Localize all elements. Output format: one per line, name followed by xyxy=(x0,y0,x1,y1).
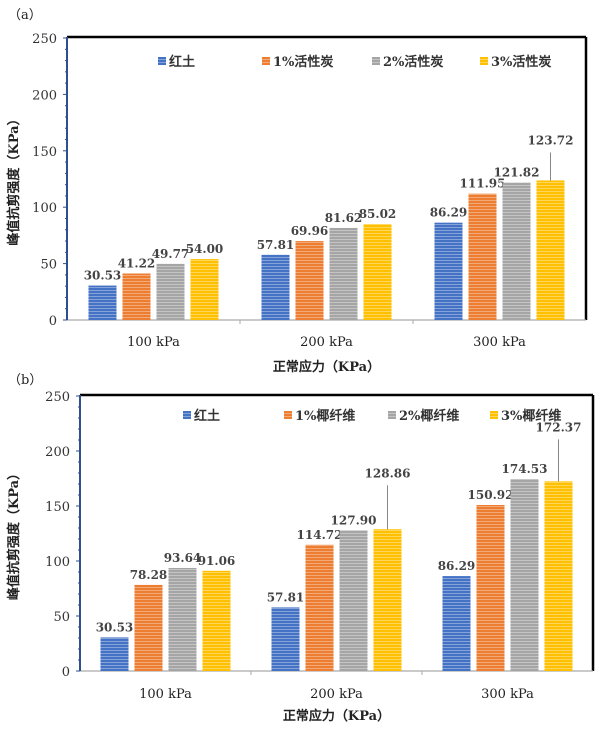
bar-2-2 xyxy=(502,182,531,320)
legend-swatch xyxy=(284,411,292,419)
legend-entry: 3%活性炭 xyxy=(491,54,551,70)
bar-0-0 xyxy=(100,637,129,671)
bar-1-1 xyxy=(295,241,324,320)
data-label: 57.81 xyxy=(267,590,305,604)
data-label: 91.06 xyxy=(198,554,236,568)
y-tick-label: 150 xyxy=(32,145,57,160)
y-tick-label: 100 xyxy=(32,201,57,216)
bar-1-0 xyxy=(134,584,163,671)
data-label: 49.77 xyxy=(152,247,190,261)
bar-1-2 xyxy=(476,504,505,671)
bar-3-1 xyxy=(373,529,402,671)
bar-3-2 xyxy=(536,180,565,320)
legend-swatch xyxy=(490,411,498,419)
y-tick-label: 50 xyxy=(53,610,70,625)
data-label: 111.95 xyxy=(460,177,506,191)
data-label: 114.72 xyxy=(297,528,343,542)
x-tick-label: 200 kPa xyxy=(300,335,353,350)
x-tick-label: 200 kPa xyxy=(310,687,363,702)
data-label: 127.90 xyxy=(331,513,377,527)
legend-entry: 2%活性炭 xyxy=(383,54,443,70)
x-tick-label: 300 kPa xyxy=(473,335,526,350)
legend-swatch xyxy=(388,411,396,419)
bar-2-0 xyxy=(156,263,185,320)
bar-0-2 xyxy=(442,576,471,671)
bar-0-1 xyxy=(271,607,300,671)
legend-entry: 3%椰纤维 xyxy=(501,408,561,424)
x-tick-label: 300 kPa xyxy=(481,687,534,702)
data-label: 81.62 xyxy=(325,211,363,225)
bar-0-0 xyxy=(88,285,117,320)
bar-2-2 xyxy=(510,479,539,671)
x-tick-label: 100 kPa xyxy=(127,335,180,350)
x-tick-label: 100 kPa xyxy=(139,687,192,702)
chart-panel-b: （b） 0 50 100 150 200 250 100 kPa 30.53 78.28 93.64… xyxy=(6,373,595,724)
data-label: 174.53 xyxy=(502,462,548,476)
data-label: 30.53 xyxy=(96,620,134,634)
data-label: 93.64 xyxy=(164,551,202,565)
bar-3-0 xyxy=(190,259,219,320)
data-label: 30.53 xyxy=(84,269,122,283)
panel-label: （b） xyxy=(8,373,42,388)
y-axis-label: 峰值抗剪强度（KPa） xyxy=(6,112,22,245)
legend-entry: 红土 xyxy=(169,54,195,70)
bar-1-0 xyxy=(122,273,151,320)
bar-3-2 xyxy=(544,481,573,671)
data-label: 41.22 xyxy=(118,257,156,271)
bar-3-1 xyxy=(363,224,392,320)
legend-entry: 红土 xyxy=(194,408,220,424)
y-tick-label: 250 xyxy=(32,32,57,47)
data-label: 69.96 xyxy=(291,224,329,238)
legend-swatch xyxy=(183,411,191,419)
data-label: 86.29 xyxy=(430,206,468,220)
legend-entry: 1%活性炭 xyxy=(273,54,333,70)
x-axis-label: 正常应力（KPa） xyxy=(283,708,390,724)
data-label: 57.81 xyxy=(257,238,295,252)
bar-1-2 xyxy=(468,193,497,320)
y-tick-label: 50 xyxy=(40,258,57,273)
data-label: 128.86 xyxy=(365,466,411,480)
bar-2-1 xyxy=(329,227,358,320)
y-tick-label: 100 xyxy=(45,555,70,570)
bar-2-0 xyxy=(168,567,197,671)
legend-swatch xyxy=(262,57,270,65)
y-axis-label: 峰值抗剪强度（KPa） xyxy=(6,467,22,600)
legend-swatch xyxy=(158,57,166,65)
bar-1-1 xyxy=(305,544,334,671)
y-tick-label: 150 xyxy=(45,500,70,515)
data-label: 85.02 xyxy=(359,207,397,221)
data-label: 172.37 xyxy=(536,420,582,434)
legend-swatch xyxy=(480,57,488,65)
bar-0-1 xyxy=(261,254,290,320)
data-label: 150.92 xyxy=(468,488,514,502)
data-label: 78.28 xyxy=(130,568,168,582)
chart-panel-a: （a） 0 50 100 150 200 250 100 kPa 30.5341.2249.77… xyxy=(6,8,588,375)
legend-swatch xyxy=(372,57,380,65)
bar-2-1 xyxy=(339,530,368,671)
y-tick-label: 250 xyxy=(45,390,70,405)
legend-entry: 2%椰纤维 xyxy=(399,408,459,424)
data-label: 121.82 xyxy=(494,166,540,180)
data-label: 86.29 xyxy=(438,559,476,573)
data-label: 123.72 xyxy=(528,133,574,147)
data-label: 54.00 xyxy=(186,242,224,256)
legend-entry: 1%椰纤维 xyxy=(295,408,355,424)
y-tick-label: 0 xyxy=(62,665,70,680)
y-tick-label: 0 xyxy=(49,314,57,329)
bar-3-0 xyxy=(202,570,231,671)
y-tick-label: 200 xyxy=(32,88,57,103)
bar-0-2 xyxy=(434,222,463,320)
x-axis-label: 正常应力（KPa） xyxy=(273,359,380,375)
y-tick-label: 200 xyxy=(45,445,70,460)
panel-label: （a） xyxy=(8,8,42,23)
